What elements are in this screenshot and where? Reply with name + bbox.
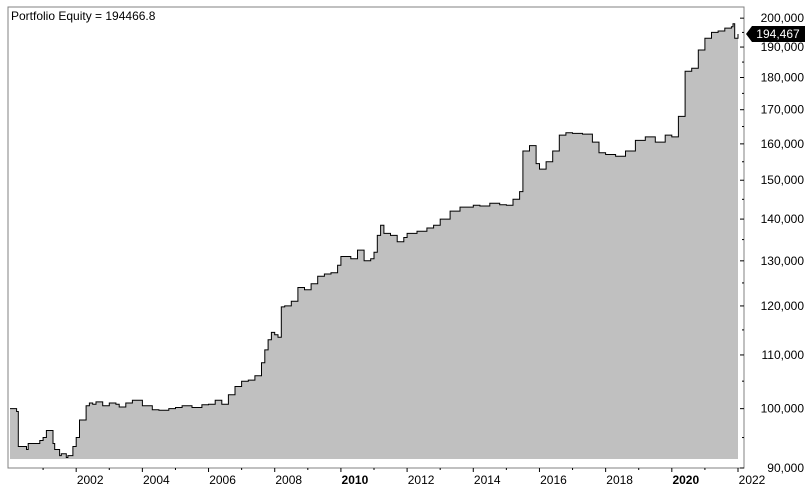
y-tick-label: 110,000 (762, 348, 805, 362)
y-tick-label: 90,000 (767, 461, 804, 475)
equity-area-fill (10, 23, 738, 460)
x-tick-label: 2020 (672, 473, 699, 487)
x-tick-label: 2010 (342, 473, 369, 487)
y-tick-label: 130,000 (761, 254, 805, 268)
y-tick-label: 150,000 (761, 173, 805, 187)
last-value-badge (746, 25, 805, 42)
plot-frame (7, 6, 745, 469)
y-tick-label: 100,000 (761, 402, 805, 416)
x-tick-label: 2018 (606, 473, 633, 487)
y-axis: 200,000 190,000 180,000 170,000 160,000 150,0… (740, 11, 804, 475)
x-tick-label: 2016 (540, 473, 567, 487)
x-tick-label: 2022 (739, 473, 766, 487)
y-tick-label: 190,000 (761, 40, 805, 54)
x-tick-label: 2004 (143, 473, 170, 487)
x-tick-label: 2006 (209, 473, 236, 487)
chart-title: Portfolio Equity = 194466.8 (11, 9, 156, 23)
y-tick-label: 120,000 (761, 299, 805, 313)
equity-line (10, 23, 739, 458)
y-tick-label: 160,000 (761, 137, 805, 151)
y-tick-label: 170,000 (761, 103, 805, 117)
x-axis: 2002 2004 2006 2008 2010 2012 2014 2016 2018 2020… (42, 468, 766, 487)
last-value-label: 194,467 (756, 27, 800, 41)
x-tick-label: 2008 (275, 473, 302, 487)
last-value-marker: 194,467 (746, 25, 805, 42)
equity-area-layer (10, 23, 739, 460)
x-tick-label: 2014 (474, 473, 501, 487)
y-tick-label: 200,000 (761, 11, 805, 25)
x-tick-label: 2002 (77, 473, 104, 487)
y-tick-label: 140,000 (761, 212, 805, 226)
x-tick-label: 2012 (408, 473, 435, 487)
y-tick-label: 180,000 (761, 71, 805, 85)
